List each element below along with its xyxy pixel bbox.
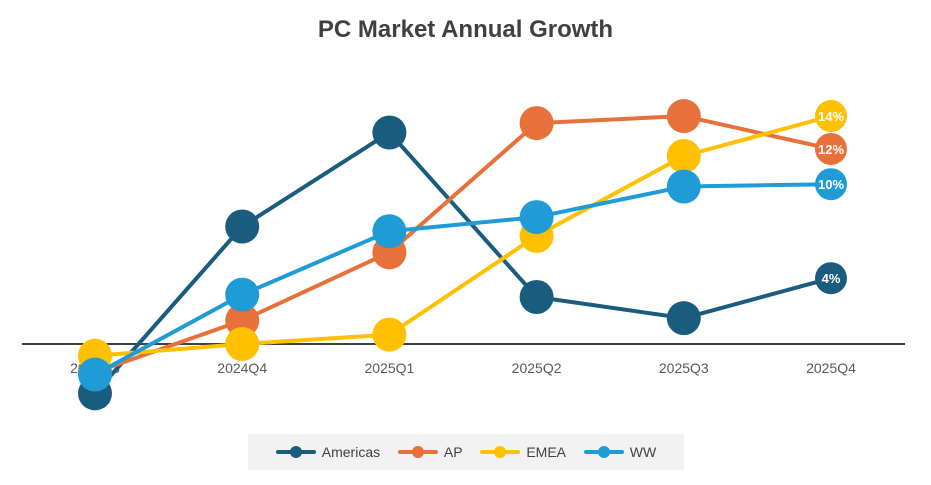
data-point-emea [666,139,701,173]
legend-item-americas: Americas [275,444,381,460]
legend-label: EMEA [526,444,567,460]
legend-label: WW [629,444,657,460]
data-point-americas [666,301,701,336]
legend-label: Americas [321,444,381,460]
data-point-americas [815,262,847,295]
data-point-ap [815,132,847,165]
data-point-emea [372,317,407,352]
data-point-ww [815,168,847,201]
data-label-americas: 4% [822,271,841,286]
x-tick-label: 2025Q2 [512,360,562,376]
data-point-ww [225,277,260,312]
data-point-emea [225,327,260,361]
legend-label: AP [443,444,463,460]
data-label-emea: 14% [818,109,844,124]
data-point-americas [225,209,260,244]
legend-item-ww: WW [583,444,657,460]
series-line-emea [93,114,833,358]
x-tick-label: 2025Q3 [659,360,709,376]
legend: Americas AP EMEA WW [248,434,684,470]
legend-item-ap: AP [397,444,463,460]
series-line-ww [93,182,833,377]
data-point-ww [372,214,407,249]
series-line-americas [93,130,833,396]
legend-swatch-ww [583,446,624,458]
data-point-ap [666,99,701,134]
legend-swatch-ap [397,446,438,458]
data-point-americas [519,280,554,314]
data-point-ww [666,169,701,204]
series-line-ap [93,114,833,375]
legend-item-emea: EMEA [480,444,566,460]
legend-swatch-americas [275,446,316,458]
data-point-ww [78,357,112,392]
data-label-ap: 12% [818,142,844,157]
data-point-ap [519,106,554,141]
data-point-ap [225,303,260,338]
data-point-ww [519,200,554,235]
data-point-emea [815,100,847,133]
data-point-americas [372,115,407,150]
legend-swatch-emea [480,446,521,458]
x-tick-label: 2024Q4 [217,360,267,376]
chart-title: PC Market Annual Growth [317,16,614,43]
x-tick-label: 2025Q1 [364,360,414,376]
x-tick-label: 2025Q4 [806,360,856,376]
data-label-ww: 10% [818,177,844,192]
